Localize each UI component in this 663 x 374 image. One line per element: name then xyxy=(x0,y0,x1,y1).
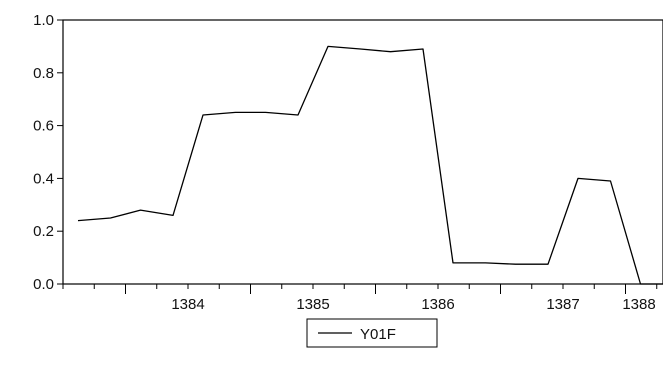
x-tick-label: 1388 xyxy=(622,296,655,313)
legend: Y01F xyxy=(306,318,438,348)
x-tick-label: 1387 xyxy=(546,296,579,313)
legend-label: Y01F xyxy=(360,326,396,343)
x-tick-label: 1385 xyxy=(296,296,329,313)
series-group xyxy=(77,45,663,285)
y-tick-label: 0.2 xyxy=(33,223,54,240)
x-tick-label: 1384 xyxy=(171,296,204,313)
plot-frame xyxy=(62,19,663,285)
y-tick-label: 1.0 xyxy=(33,12,54,29)
series-line xyxy=(77,45,663,285)
y-tick-label: 0.6 xyxy=(33,118,54,135)
y-axis: 0.0 0.2 0.4 0.6 0.8 1.0 xyxy=(33,12,63,293)
x-tick-label: 1386 xyxy=(421,296,454,313)
y-tick-label: 0.4 xyxy=(33,170,54,187)
y-tick-label: 0.8 xyxy=(33,65,54,82)
y-tick-label: 0.0 xyxy=(33,276,54,293)
x-axis: 1384 1385 1386 1387 1388 xyxy=(62,284,658,313)
